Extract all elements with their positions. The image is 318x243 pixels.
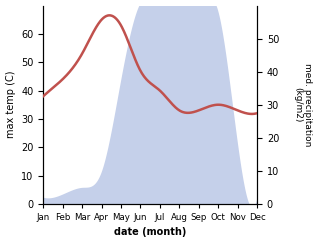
X-axis label: date (month): date (month) [114, 227, 186, 237]
Y-axis label: max temp (C): max temp (C) [5, 71, 16, 139]
Y-axis label: med. precipitation
(kg/m2): med. precipitation (kg/m2) [293, 63, 313, 146]
